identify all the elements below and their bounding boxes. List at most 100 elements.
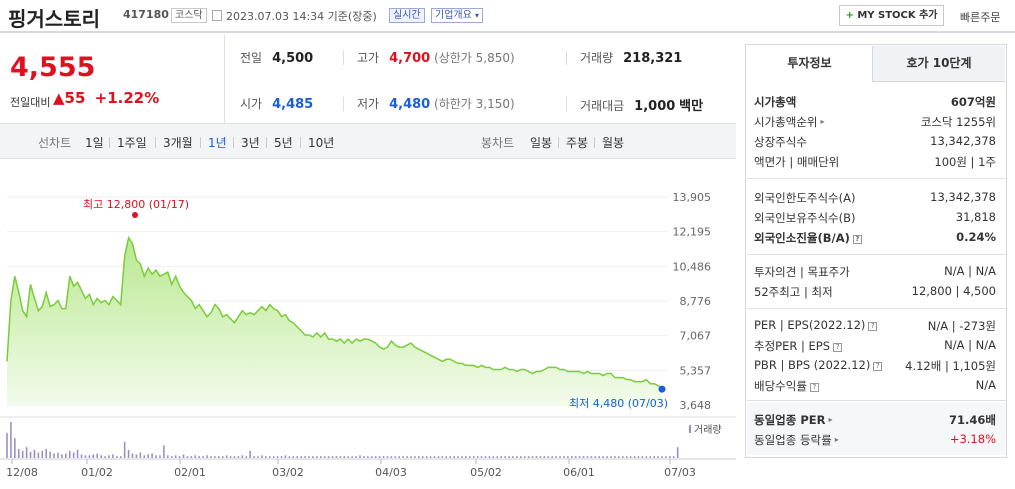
volume-bar xyxy=(151,453,153,458)
volume-bar xyxy=(225,455,228,458)
volume-bar xyxy=(147,454,149,458)
invest-row: 52주최고 | 최저 12,800 | 4,500 xyxy=(754,284,996,303)
tab-orderbook[interactable]: 호가 10단계 xyxy=(873,46,1005,82)
volume-bar xyxy=(300,456,302,458)
period-1y[interactable]: 1년 xyxy=(208,136,227,150)
volume-bar xyxy=(288,456,291,458)
low-value: 4,480 xyxy=(389,97,431,112)
stock-code: 417180 xyxy=(123,8,169,21)
invest-row: PBR | BPS (2022.12)? 4.12배 | 1,105원 xyxy=(754,358,996,377)
invest-row-value: 13,342,378 xyxy=(930,134,996,148)
y-tick-label: 12,195 xyxy=(673,226,712,239)
invest-row-label: 액면가 | 매매단위 xyxy=(754,155,840,169)
quick-order-link[interactable]: 빠른주문 xyxy=(960,11,1001,24)
help-icon[interactable]: ? xyxy=(809,383,819,392)
candle-monthly[interactable]: 월봉 xyxy=(602,136,625,150)
invest-row-value: +3.18% xyxy=(949,432,996,446)
chevron-down-icon: ▾ xyxy=(475,11,480,20)
market-badge: 코스닥 xyxy=(171,8,207,23)
add-mystock-button[interactable]: + MY STOCK 추가 xyxy=(839,5,944,26)
volume-bar xyxy=(425,456,428,458)
max-label: 최고 12,800 (01/17) xyxy=(83,198,189,211)
volume-bar xyxy=(61,454,63,458)
divider xyxy=(747,308,1006,309)
price-chart[interactable]: 13,905 12,195 10,486 8,776 7,067 5,357 3,648 1… xyxy=(0,160,736,489)
volume-bar xyxy=(484,456,487,458)
candle-weekly[interactable]: 주봉 xyxy=(566,136,589,150)
amount-label: 거래대금 xyxy=(580,99,625,113)
period-3m[interactable]: 3개월 xyxy=(163,136,193,150)
help-icon[interactable]: ? xyxy=(852,235,862,244)
divider xyxy=(594,137,595,148)
help-icon[interactable]: ? xyxy=(833,343,843,352)
x-tick-label: 06/01 xyxy=(563,466,595,479)
volume-bar xyxy=(139,452,142,458)
volume-bar xyxy=(68,450,71,458)
volume-bar xyxy=(229,456,232,458)
stat-open: 시가 4,485 xyxy=(240,95,313,112)
candle-daily[interactable]: 일봉 xyxy=(530,136,553,150)
candle-chart-label: 봉차트 xyxy=(481,136,515,150)
volume-bar xyxy=(131,453,134,458)
volume-bar xyxy=(598,456,601,458)
volume-bar xyxy=(217,456,220,458)
volume-bar xyxy=(53,453,55,458)
volume-bar xyxy=(614,456,616,458)
invest-row-label: 배당수익률? xyxy=(754,378,819,394)
volume-bar xyxy=(25,447,28,458)
period-3y[interactable]: 3년 xyxy=(241,136,260,150)
volume-bar xyxy=(559,456,561,458)
volume-bar xyxy=(253,456,255,458)
period-5y[interactable]: 5년 xyxy=(274,136,293,150)
period-1w[interactable]: 1주일 xyxy=(117,136,147,150)
volume-bar xyxy=(633,456,636,458)
invest-row-label: 동일업종 PER ▸ xyxy=(754,413,833,427)
invest-row-value: 12,800 | 4,500 xyxy=(911,284,996,298)
volume-bar xyxy=(135,454,138,458)
volume-bar xyxy=(429,456,432,458)
company-overview-button[interactable]: 기업개요 ▾ xyxy=(431,8,484,23)
invest-row-label: PBR | BPS (2022.12)? xyxy=(754,358,883,372)
volume-bar xyxy=(292,456,295,458)
volume-bar xyxy=(461,456,463,458)
stat-high: 고가 4,700 (상한가 5,850) xyxy=(357,49,515,66)
volume-bar xyxy=(367,456,369,458)
y-tick-label: 3,648 xyxy=(680,399,712,412)
volume-bar xyxy=(210,456,212,458)
invest-row-value: 0.24% xyxy=(956,230,996,244)
invest-row: 외국인한도주식수(A) 13,342,378 xyxy=(754,190,996,209)
volume-bar xyxy=(174,455,177,458)
tab-invest-info[interactable]: 투자정보 xyxy=(747,46,873,82)
x-tick-label: 04/03 xyxy=(375,466,407,479)
volume-bar xyxy=(45,449,48,458)
volume-bar xyxy=(88,455,91,458)
volume-bar xyxy=(331,456,334,458)
company-overview-label: 기업개요 xyxy=(435,10,472,21)
volume-bar xyxy=(65,453,67,458)
chevron-right-icon[interactable]: ▸ xyxy=(820,117,825,126)
volume-bar xyxy=(237,456,240,458)
invest-row-value: N/A | N/A xyxy=(944,264,996,278)
amount-value: 1,000 xyxy=(634,99,676,114)
chevron-right-icon[interactable]: ▸ xyxy=(834,435,839,444)
calendar-icon xyxy=(212,10,222,21)
volume-bar xyxy=(649,456,652,458)
help-icon[interactable]: ? xyxy=(868,322,878,331)
volume-bar xyxy=(653,456,655,458)
price-box xyxy=(0,35,225,123)
chevron-right-icon[interactable]: ▸ xyxy=(828,415,833,424)
volume-bar xyxy=(437,456,440,458)
divider xyxy=(266,137,267,148)
invest-row: 투자의견 | 목표주가 N/A | N/A xyxy=(754,264,996,283)
divider xyxy=(343,97,344,111)
help-icon[interactable]: ? xyxy=(873,362,883,371)
period-10y[interactable]: 10년 xyxy=(308,136,335,150)
volume-bar xyxy=(527,456,530,458)
invest-row-value: 31,818 xyxy=(955,210,996,224)
y-tick-label: 13,905 xyxy=(673,191,712,204)
volume-bar xyxy=(296,456,299,458)
volume-bar xyxy=(351,456,353,458)
realtime-badge[interactable]: 실시간 xyxy=(389,8,425,23)
stat-amount: 거래대금 1,000 백만 xyxy=(580,95,703,114)
period-1d[interactable]: 1일 xyxy=(85,136,104,150)
